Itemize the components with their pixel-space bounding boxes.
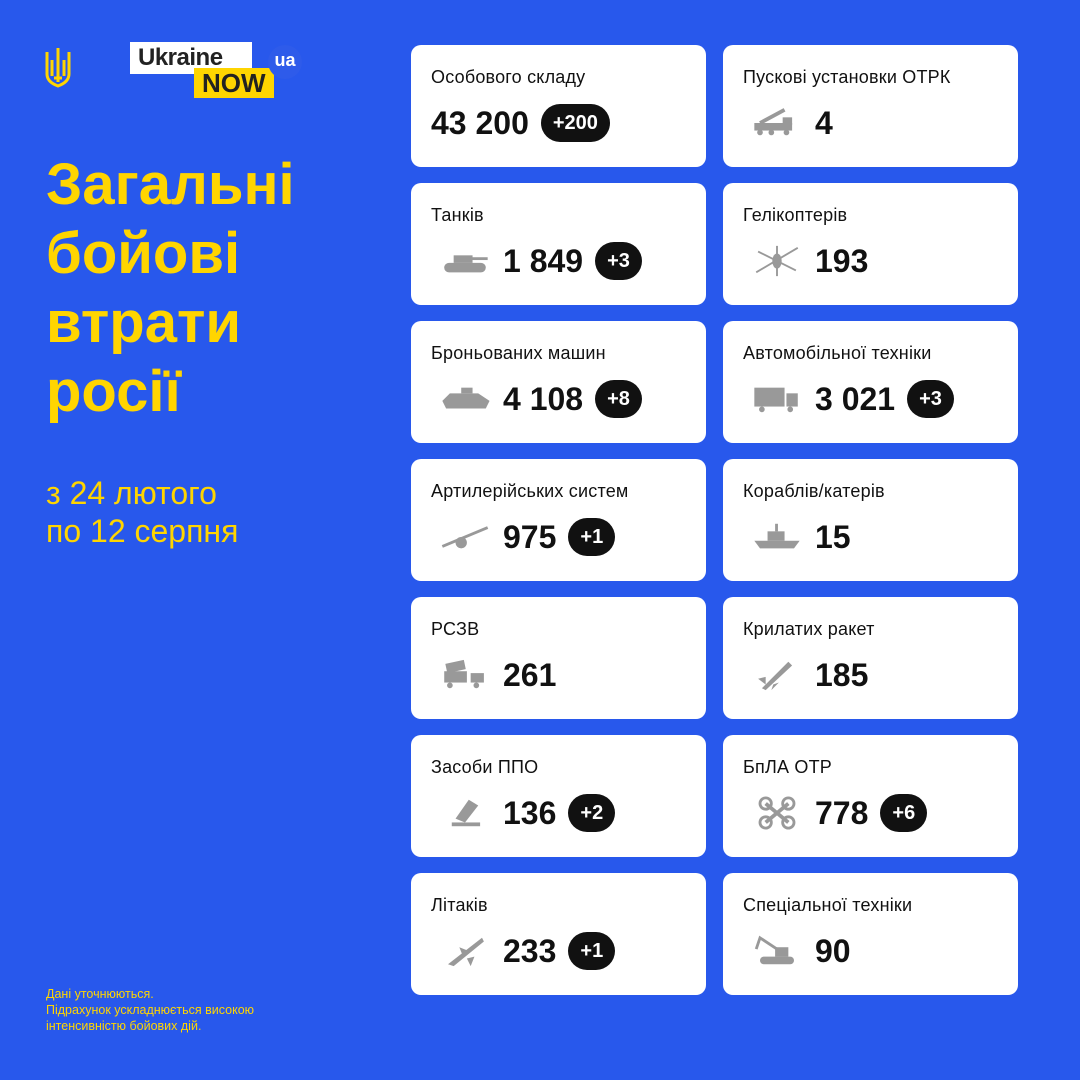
- stat-row: 4: [751, 103, 845, 143]
- stat-row: 43 200 +200: [431, 103, 610, 143]
- stat-delta-badge: +2: [568, 794, 616, 832]
- date-range: з 24 лютого по 12 серпня: [46, 474, 238, 550]
- stat-card: БпЛА ОТР 778 +6: [723, 735, 1018, 857]
- note-line: Дані уточнюються.: [46, 987, 154, 1001]
- mlrs-icon: [444, 659, 484, 689]
- stat-card: Крилатих ракет 185: [723, 597, 1018, 719]
- armored-vehicle-icon: [442, 387, 490, 409]
- drone-icon: [758, 796, 796, 830]
- note-line: Підрахунок ускладнюється високою: [46, 1003, 255, 1017]
- logo-ukraine: Ukraine: [130, 42, 252, 74]
- logo-ua: ua: [268, 45, 302, 79]
- stat-value: 136: [503, 794, 557, 831]
- stat-card: Літаків 233 +1: [411, 873, 706, 995]
- stat-label: Танків: [431, 205, 484, 225]
- title-line: бойові: [46, 221, 241, 286]
- stat-card: Пускові установки ОТРК 4: [723, 45, 1018, 167]
- stat-delta-badge: +1: [568, 932, 616, 970]
- title-line: росії: [46, 359, 181, 424]
- artillery-icon: [441, 526, 489, 549]
- stat-delta-badge: +8: [595, 380, 642, 418]
- stat-delta-badge: +3: [595, 242, 642, 280]
- stat-label: Засоби ППО: [431, 757, 539, 777]
- stat-value: 185: [815, 656, 869, 693]
- stat-delta-badge: +3: [907, 380, 954, 418]
- stat-card: Автомобільної техніки 3 021 +3: [723, 321, 1018, 443]
- stat-row: 975 +1: [439, 517, 616, 557]
- stat-label: Пускові установки ОТРК: [743, 67, 951, 87]
- stat-value: 3 021: [815, 380, 896, 417]
- stat-value: 90: [815, 932, 851, 969]
- stat-value: 193: [815, 242, 869, 279]
- stat-row: 261: [439, 655, 568, 695]
- stat-value: 1 849: [503, 242, 584, 279]
- stat-card: Броньованих машин 4 108 +8: [411, 321, 706, 443]
- stat-value: 233: [503, 932, 557, 969]
- stat-card: Спеціальної техніки 90: [723, 873, 1018, 995]
- stat-row: 4 108 +8: [439, 379, 642, 419]
- stat-row: 185: [751, 655, 880, 695]
- date-to: по 12 серпня: [46, 513, 239, 549]
- stat-row: 3 021 +3: [751, 379, 954, 419]
- stat-row: 136 +2: [439, 793, 616, 833]
- aircraft-icon: [448, 937, 484, 967]
- stat-value: 43 200: [431, 104, 529, 141]
- stat-value: 4 108: [503, 380, 584, 417]
- stat-row: 193: [751, 241, 880, 281]
- note-line: інтенсивністю бойових дій.: [46, 1019, 202, 1033]
- stat-delta-badge: +200: [540, 104, 610, 142]
- stat-row: 778 +6: [751, 793, 928, 833]
- special-equipment-icon: [754, 935, 794, 965]
- stat-value: 975: [503, 518, 557, 555]
- stat-card: Артилерійських систем 975 +1: [411, 459, 706, 581]
- stat-label: Спеціальної техніки: [743, 895, 913, 915]
- logo-now: NOW: [194, 68, 274, 98]
- stat-label: Гелікоптерів: [743, 205, 848, 225]
- stat-label: Кораблів/катерів: [743, 481, 885, 501]
- date-from: з 24 лютого: [46, 475, 217, 511]
- title-line: втрати: [46, 290, 242, 355]
- missile-launcher-icon: [754, 108, 793, 136]
- cruise-missile-icon: [758, 661, 793, 691]
- stat-card: Танків 1 849 +3: [411, 183, 706, 305]
- stat-value: 15: [815, 518, 851, 555]
- stat-delta-badge: +1: [568, 518, 616, 556]
- stat-card: Гелікоптерів 193: [723, 183, 1018, 305]
- air-defense-icon: [451, 799, 481, 827]
- ship-icon: [754, 523, 800, 549]
- stat-value: 4: [815, 104, 833, 141]
- stat-value: 261: [503, 656, 557, 693]
- stat-card: РСЗВ 261: [411, 597, 706, 719]
- tank-icon: [444, 255, 488, 273]
- stat-value: 778: [815, 794, 869, 831]
- trident-icon: [45, 48, 71, 88]
- stat-row: 233 +1: [439, 931, 616, 971]
- disclaimer: Дані уточнюються. Підрахунок ускладнюєть…: [46, 986, 254, 1034]
- stat-label: Особового складу: [431, 67, 586, 87]
- stat-card: Кораблів/катерів 15: [723, 459, 1018, 581]
- stat-label: Броньованих машин: [431, 343, 606, 363]
- truck-icon: [754, 387, 798, 413]
- title-line: Загальні: [46, 152, 295, 217]
- page-title: Загальні бойові втрати росії: [46, 150, 295, 426]
- stat-delta-badge: +6: [880, 794, 928, 832]
- stat-row: 1 849 +3: [439, 241, 642, 281]
- stat-row: 90: [751, 931, 863, 971]
- stat-label: Артилерійських систем: [431, 481, 629, 501]
- stat-label: Літаків: [431, 895, 488, 915]
- stat-label: БпЛА ОТР: [743, 757, 832, 777]
- stat-card: Особового складу 43 200 +200: [411, 45, 706, 167]
- helicopter-icon: [755, 245, 799, 277]
- stat-card: Засоби ППО 136 +2: [411, 735, 706, 857]
- stat-label: Крилатих ракет: [743, 619, 875, 639]
- stat-row: 15: [751, 517, 863, 557]
- stat-label: Автомобільної техніки: [743, 343, 932, 363]
- stat-label: РСЗВ: [431, 619, 480, 639]
